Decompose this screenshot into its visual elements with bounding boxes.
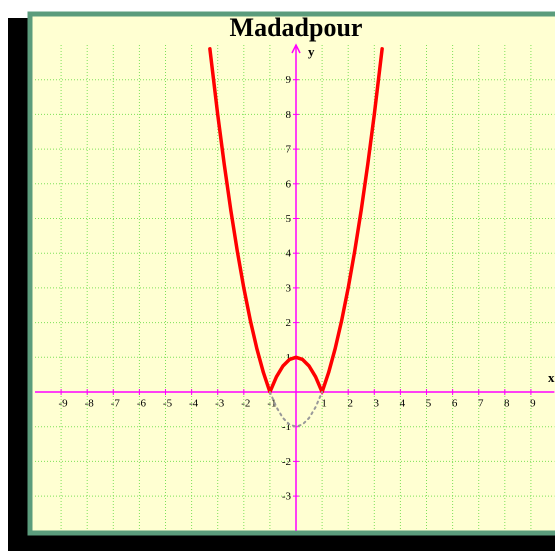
x-tick-label: 2 (347, 398, 353, 410)
x-tick-label: 5 (426, 398, 432, 410)
y-tick-label: -2 (282, 456, 291, 468)
y-tick-label: 9 (286, 74, 292, 86)
y-tick-label: 7 (286, 144, 292, 156)
x-tick-label: -2 (241, 398, 250, 410)
y-tick-label: -3 (282, 491, 292, 503)
x-tick-label: -4 (189, 398, 199, 410)
y-tick-label: 1 (286, 352, 292, 364)
plot-area: x y -9 -8 -7 -6 -5 -4 -3 -2 -1 1 2 3 4 5 6 7 8 9 -3 -2 -1 1 2 3 4 5… (35, 43, 555, 531)
x-tick-label: -5 (163, 398, 173, 410)
y-tick-label: -1 (282, 421, 291, 433)
y-tick-label: 5 (286, 213, 292, 225)
x-tick-label: -1 (267, 398, 276, 410)
y-tick-label: 6 (286, 178, 292, 190)
y-axis-label: y (308, 44, 315, 59)
y-tick-label: 8 (286, 109, 292, 121)
x-tick-label: 3 (374, 398, 380, 410)
y-tick-label: 3 (286, 282, 292, 294)
x-tick-label: -8 (85, 398, 95, 410)
x-tick-label: 6 (452, 398, 458, 410)
panel (27, 11, 555, 536)
y-tick-label: 2 (286, 317, 292, 329)
dotted-curve (268, 391, 324, 428)
y-tick-label: 4 (286, 248, 292, 260)
x-tick-label: -9 (59, 398, 69, 410)
x-tick-label: 7 (478, 398, 484, 410)
x-tick-label: -7 (111, 398, 121, 410)
y-axis-arrow (291, 43, 301, 54)
x-tick-label: 8 (504, 398, 510, 410)
curve (208, 47, 384, 394)
x-axis-label: x (548, 370, 555, 385)
x-tick-label: 1 (321, 398, 327, 410)
x-tick-label: 4 (400, 398, 406, 410)
x-tick-label: -6 (137, 398, 147, 410)
x-tick-label: 9 (530, 398, 536, 410)
x-tick-label: -3 (215, 398, 225, 410)
chart-title: Madadpour (230, 13, 363, 42)
